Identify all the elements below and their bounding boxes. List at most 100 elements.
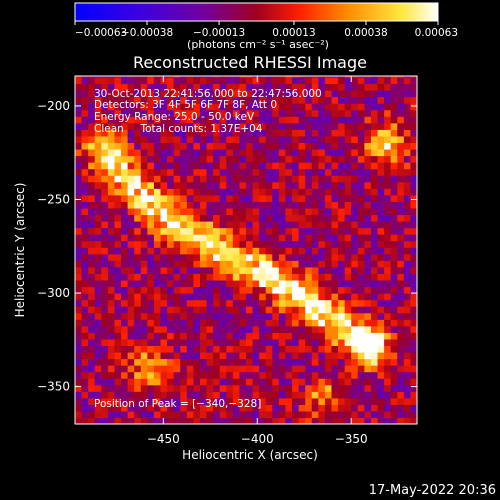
- heatmap-cell: [305, 351, 313, 360]
- heatmap-cell: [305, 83, 313, 91]
- heatmap-cell: [186, 201, 194, 209]
- heatmap-cell: [75, 371, 83, 379]
- heatmap-cell: [357, 325, 365, 333]
- heatmap-cell: [410, 148, 417, 157]
- heatmap-cell: [390, 194, 398, 202]
- heatmap-cell: [357, 306, 365, 314]
- heatmap-cell: [357, 214, 365, 222]
- heatmap-cell: [94, 122, 102, 130]
- heatmap-cell: [153, 371, 162, 379]
- heatmap-cell: [226, 194, 234, 202]
- heatmap-cell: [167, 260, 175, 268]
- heatmap-cell: [285, 345, 293, 353]
- heatmap-cell: [318, 253, 326, 261]
- heatmap-cell: [127, 240, 135, 248]
- heatmap-cell: [186, 266, 194, 274]
- heatmap-cell: [147, 181, 155, 189]
- heatmap-cell: [219, 312, 227, 320]
- heatmap-cell: [324, 351, 333, 360]
- heatmap-cell: [226, 240, 234, 248]
- heatmap-cell: [114, 306, 122, 314]
- heatmap-cell: [199, 162, 208, 170]
- heatmap-cell: [193, 221, 201, 229]
- heatmap-cell: [88, 227, 96, 235]
- heatmap-cell: [318, 338, 326, 347]
- heatmap-cell: [272, 240, 280, 248]
- heatmap-cell: [101, 162, 109, 170]
- heatmap-cell: [88, 181, 96, 189]
- heatmap-cell: [173, 175, 181, 183]
- heatmap-cell: [226, 227, 234, 235]
- heatmap-cell: [357, 90, 365, 98]
- heatmap-cell: [226, 410, 234, 419]
- heatmap-cell: [344, 260, 352, 268]
- heatmap-cell: [219, 365, 227, 373]
- heatmap-cell: [370, 181, 379, 189]
- heatmap-cell: [344, 306, 352, 314]
- heatmap-cell: [384, 391, 392, 399]
- heatmap-cell: [252, 371, 260, 379]
- heatmap-cell: [134, 103, 142, 111]
- heatmap-cell: [351, 325, 359, 333]
- heatmap-cell: [351, 96, 359, 104]
- heatmap-cell: [134, 181, 142, 189]
- heatmap-cell: [226, 168, 234, 176]
- heatmap-cell: [173, 76, 181, 78]
- heatmap-cell: [75, 378, 83, 386]
- heatmap-cell: [94, 214, 102, 222]
- heatmap-cell: [351, 162, 359, 170]
- heatmap-cell: [324, 234, 333, 242]
- heatmap-cell: [140, 345, 148, 353]
- heatmap-cell: [153, 122, 162, 130]
- heatmap-cell: [370, 76, 379, 85]
- heatmap-cell: [239, 194, 247, 202]
- heatmap-cell: [344, 338, 352, 347]
- heatmap-cell: [147, 175, 155, 183]
- heatmap-cell: [278, 410, 287, 419]
- heatmap-cell: [311, 417, 319, 424]
- heatmap-cell: [173, 417, 181, 424]
- heatmap-cell: [324, 188, 333, 196]
- heatmap-cell: [324, 286, 333, 294]
- heatmap-cell: [377, 338, 385, 347]
- heatmap-cell: [114, 129, 122, 137]
- heatmap-cell: [219, 214, 227, 222]
- heatmap-cell: [206, 371, 214, 379]
- heatmap-cell: [186, 260, 194, 268]
- heatmap-cell: [121, 417, 129, 424]
- heatmap-cell: [127, 404, 135, 412]
- heatmap-cell: [199, 148, 208, 157]
- heatmap-cell: [186, 417, 194, 424]
- heatmap-cell: [94, 312, 102, 320]
- heatmap-cell: [153, 306, 162, 314]
- heatmap-cell: [173, 325, 181, 333]
- heatmap-cell: [199, 227, 208, 235]
- heatmap-cell: [147, 410, 155, 419]
- heatmap-cell: [173, 312, 181, 320]
- heatmap-cell: [377, 168, 385, 176]
- heatmap-cell: [324, 181, 333, 189]
- heatmap-cell: [344, 109, 352, 117]
- heatmap-cell: [107, 168, 116, 176]
- heatmap-cell: [160, 240, 168, 248]
- heatmap-cell: [147, 253, 155, 261]
- heatmap-cell: [140, 116, 148, 124]
- heatmap-cell: [81, 312, 89, 320]
- heatmap-cell: [219, 135, 227, 144]
- heatmap-cell: [246, 378, 254, 386]
- heatmap-cell: [193, 175, 201, 183]
- heatmap-cell: [390, 279, 398, 288]
- heatmap-cell: [324, 266, 333, 274]
- heatmap-cell: [311, 135, 319, 144]
- heatmap-cell: [134, 135, 142, 144]
- heatmap-cell: [252, 260, 260, 268]
- heatmap-cell: [134, 279, 142, 288]
- heatmap-cell: [324, 129, 333, 137]
- heatmap-cell: [344, 286, 352, 294]
- heatmap-cell: [377, 76, 385, 78]
- heatmap-cell: [278, 122, 287, 130]
- heatmap-cell: [101, 279, 109, 288]
- heatmap-cell: [331, 351, 339, 360]
- heatmap-cell: [377, 266, 385, 274]
- heatmap-cell: [331, 279, 339, 288]
